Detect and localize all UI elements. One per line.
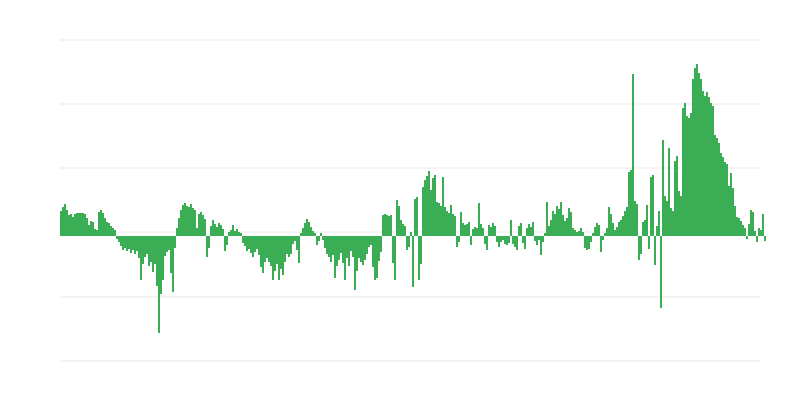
bars [60, 64, 766, 333]
gridlines [60, 39, 760, 362]
